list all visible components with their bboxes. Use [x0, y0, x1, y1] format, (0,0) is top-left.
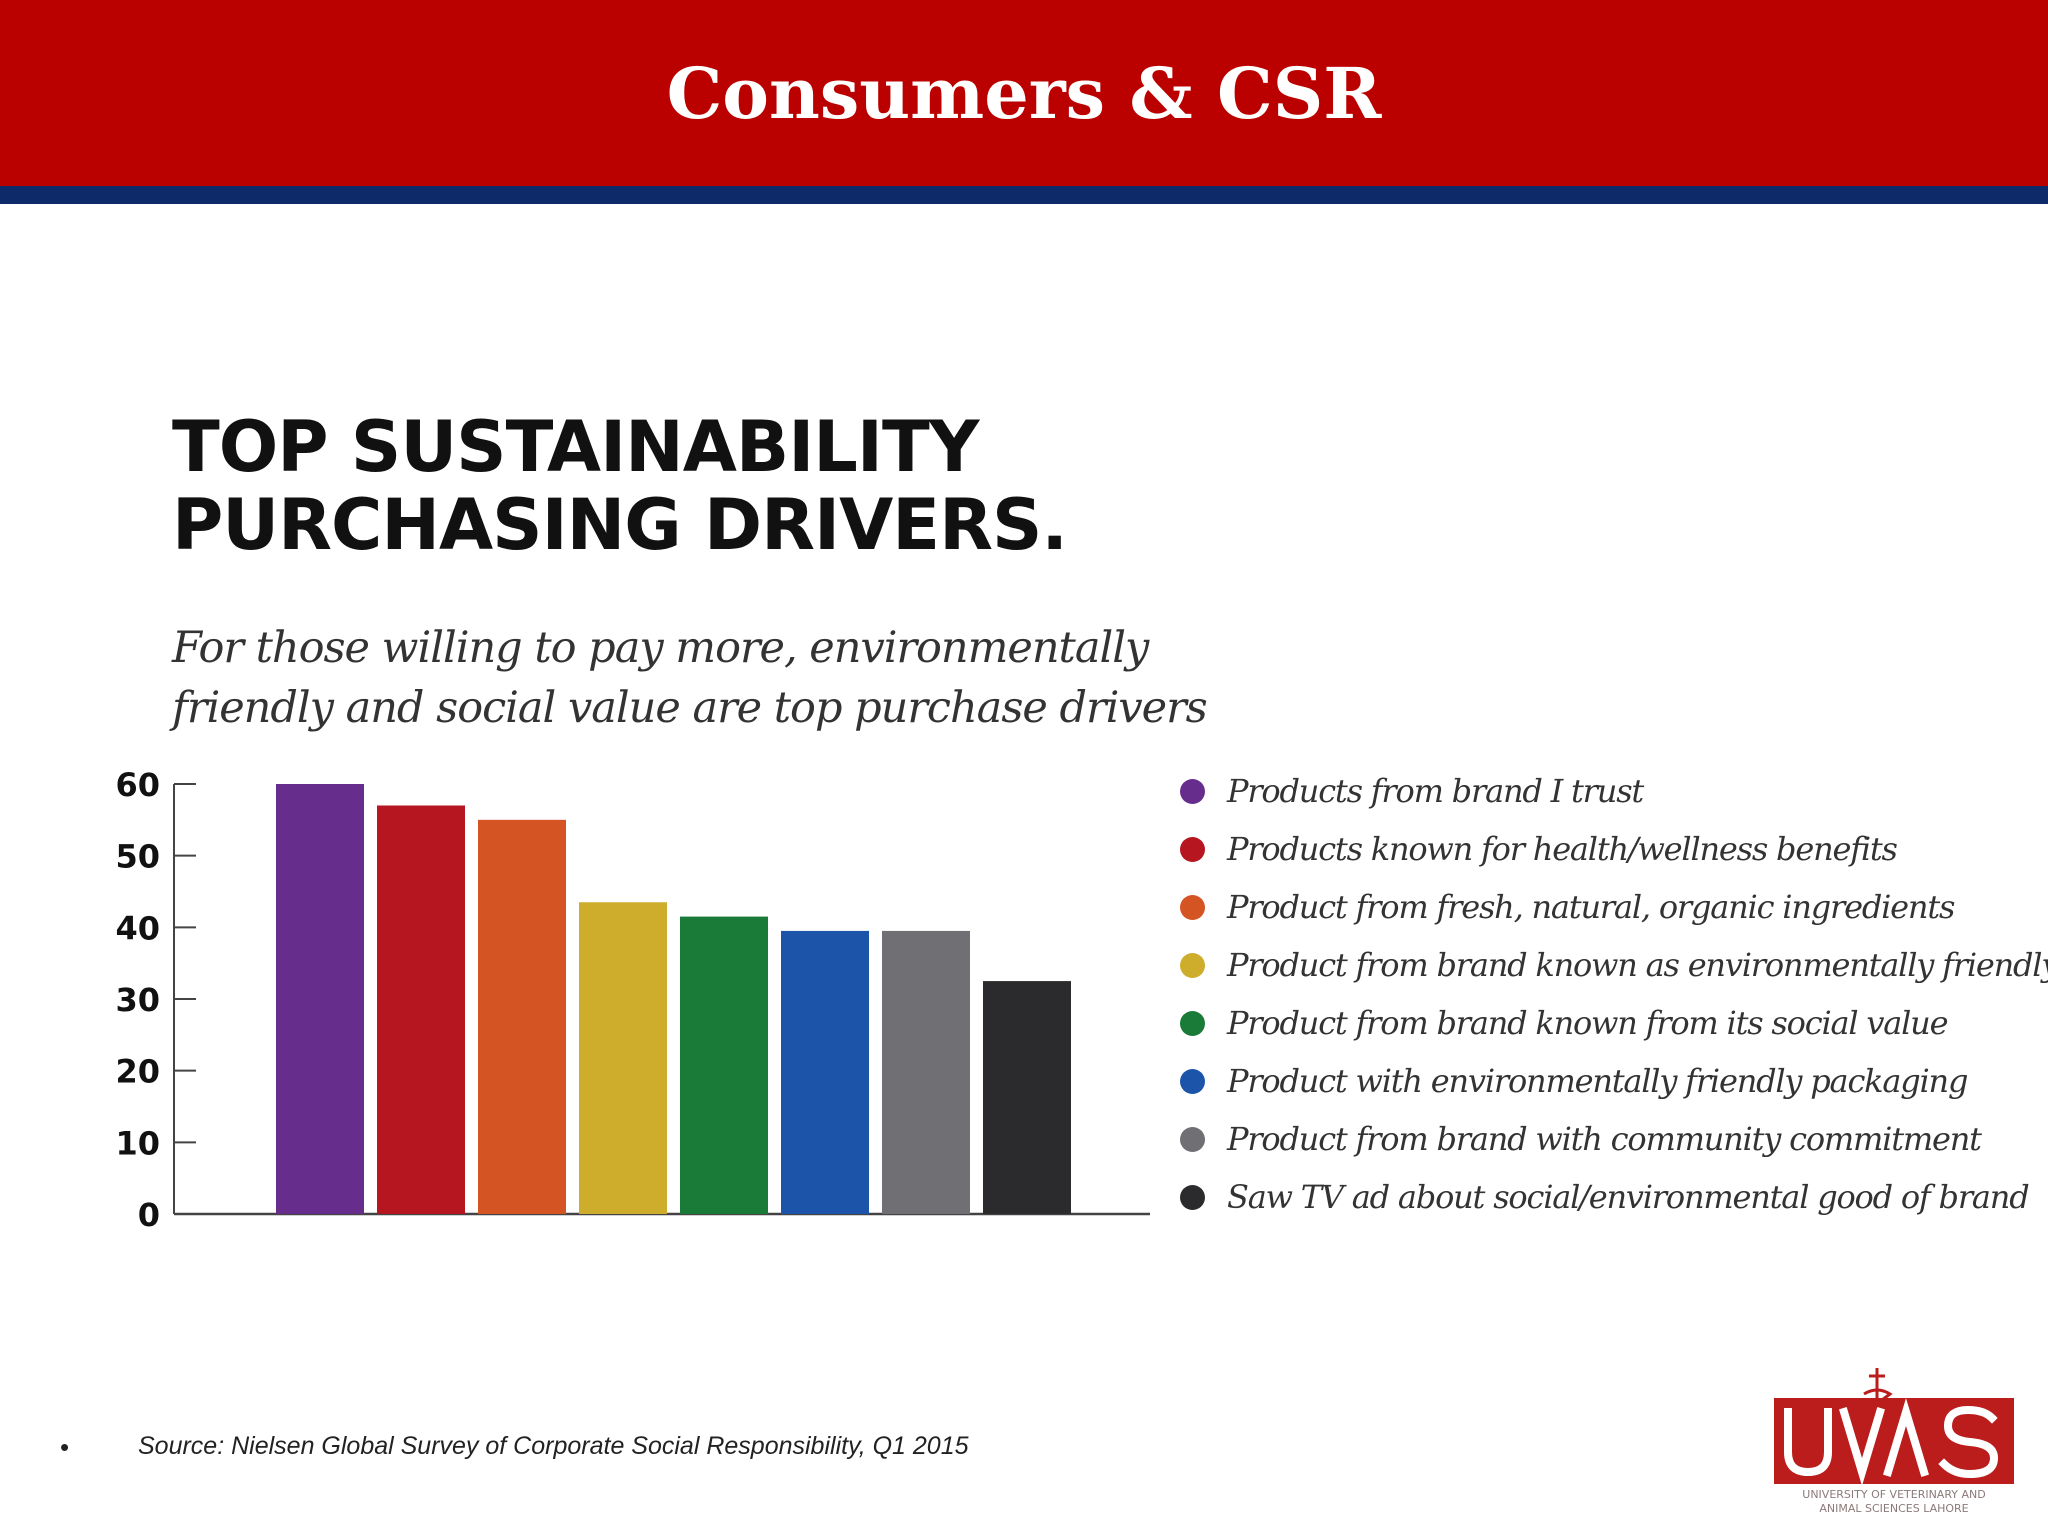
legend-swatch: [1180, 1126, 1205, 1152]
slide-header: [0, 0, 2048, 186]
bar-3: [478, 819, 566, 1214]
bar-6: [781, 930, 869, 1214]
y-tick-label-0: 0: [138, 1196, 160, 1234]
legend-item: Products known for health/wellness benef…: [1180, 820, 2020, 878]
legend-swatch: [1180, 836, 1205, 862]
logo-university-line-2: ANIMAL SCIENCES LAHORE: [1819, 1502, 1968, 1515]
legend-swatch: [1180, 1068, 1205, 1094]
legend-label: Products known for health/wellness benef…: [1227, 830, 1898, 868]
legend-label: Saw TV ad about social/environmental goo…: [1227, 1178, 2030, 1216]
header-stripe: [0, 186, 2048, 204]
chart-subtitle-line-2: friendly and social value are top purcha…: [172, 683, 1208, 733]
legend-label: Product with environmentally friendly pa…: [1227, 1062, 1968, 1100]
legend-swatch: [1180, 1010, 1205, 1036]
y-tick-label-60: 60: [115, 766, 160, 804]
bar-2: [377, 805, 465, 1214]
y-tick-label-10: 10: [115, 1124, 160, 1162]
slide-title: Consumers & CSR: [666, 52, 1382, 135]
bar-8: [983, 981, 1071, 1214]
legend-label: Products from brand I trust: [1227, 772, 1644, 810]
bar-4: [579, 902, 667, 1214]
legend-item: Product from fresh, natural, organic ing…: [1180, 878, 2020, 936]
legend-label: Product from fresh, natural, organic ing…: [1227, 888, 1955, 926]
bar-5: [680, 916, 768, 1214]
legend-swatch: [1180, 1184, 1205, 1210]
chart-subtitle-line-1: For those willing to pay more, environme…: [172, 623, 1149, 673]
bar-7: [882, 930, 970, 1214]
y-tick-label-20: 20: [115, 1053, 160, 1091]
legend-label: Product from brand known from its social…: [1227, 1004, 1949, 1042]
footer-bullet: •: [60, 1432, 70, 1462]
chart-subtitle: For those willing to pay more, environme…: [172, 618, 1208, 738]
chart-title-line-1: TOP SUSTAINABILITY: [172, 406, 979, 488]
legend-swatch: [1180, 778, 1205, 804]
bar-1: [276, 784, 364, 1214]
legend-item: Product from brand known from its social…: [1180, 994, 2020, 1052]
legend-label: Product from brand known as environmenta…: [1227, 946, 2048, 984]
legend-item: Products from brand I trust: [1180, 762, 2020, 820]
y-tick-label-50: 50: [115, 838, 160, 876]
legend-label: Product from brand with community commit…: [1227, 1120, 1982, 1158]
logo-university-line-1: UNIVERSITY OF VETERINARY AND: [1802, 1488, 1985, 1501]
logo-letters: [1784, 1398, 1999, 1486]
y-tick-label-40: 40: [115, 909, 160, 947]
y-tick-label-30: 30: [115, 981, 160, 1019]
legend-swatch: [1180, 952, 1205, 978]
legend-item: Product from brand with community commit…: [1180, 1110, 2020, 1168]
legend-item: Product with environmentally friendly pa…: [1180, 1052, 2020, 1110]
chart-legend: Products from brand I trust Products know…: [1180, 762, 2048, 1226]
legend-item: Product from brand known as environmenta…: [1180, 936, 2048, 994]
chart-title-line-2: PURCHASING DRIVERS.: [172, 484, 1068, 566]
legend-item: Saw TV ad about social/environmental goo…: [1180, 1168, 2030, 1226]
source-note: Source: Nielsen Global Survey of Corpora…: [138, 1432, 969, 1460]
legend-swatch: [1180, 894, 1205, 920]
chart-title: TOP SUSTAINABILITY PURCHASING DRIVERS.: [172, 406, 1068, 566]
uvas-logo: UNIVERSITY OF VETERINARY AND ANIMAL SCIE…: [1774, 1368, 2014, 1515]
